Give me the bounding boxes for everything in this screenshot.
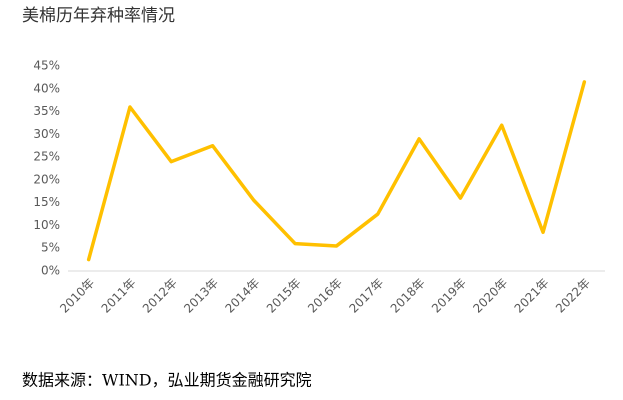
y-tick-label: 40% bbox=[33, 81, 60, 95]
data-line bbox=[86, 80, 587, 262]
y-tick-label: 5% bbox=[41, 241, 60, 255]
y-tick-label: 0% bbox=[41, 264, 60, 278]
y-tick-label: 30% bbox=[33, 127, 60, 141]
y-tick-label: 20% bbox=[33, 172, 60, 186]
x-tick-label: 2015年 bbox=[264, 276, 304, 316]
x-tick-label: 2011年 bbox=[99, 276, 139, 316]
x-tick-label: 2010年 bbox=[57, 276, 97, 316]
x-tick-label: 2020年 bbox=[470, 276, 510, 316]
x-tick-label: 2017年 bbox=[346, 276, 386, 316]
x-tick-label: 2019年 bbox=[429, 276, 469, 316]
x-tick-label: 2013年 bbox=[181, 276, 221, 316]
y-tick-label: 15% bbox=[33, 195, 60, 209]
y-tick-label: 45% bbox=[33, 59, 60, 73]
chart-title: 美棉历年弃种率情况 bbox=[22, 6, 175, 26]
x-tick-label: 2016年 bbox=[305, 276, 345, 316]
x-tick-label: 2021年 bbox=[512, 276, 552, 316]
y-tick-label: 35% bbox=[33, 104, 60, 118]
y-tick-label: 10% bbox=[33, 218, 60, 232]
x-tick-label: 2022年 bbox=[553, 276, 593, 316]
x-tick-label: 2014年 bbox=[222, 276, 262, 316]
x-tick-label: 2012年 bbox=[140, 276, 180, 316]
y-tick-label: 25% bbox=[33, 150, 60, 164]
source-note: 数据来源：WIND，弘业期货金融研究院 bbox=[22, 371, 312, 390]
x-tick-label: 2018年 bbox=[388, 276, 428, 316]
